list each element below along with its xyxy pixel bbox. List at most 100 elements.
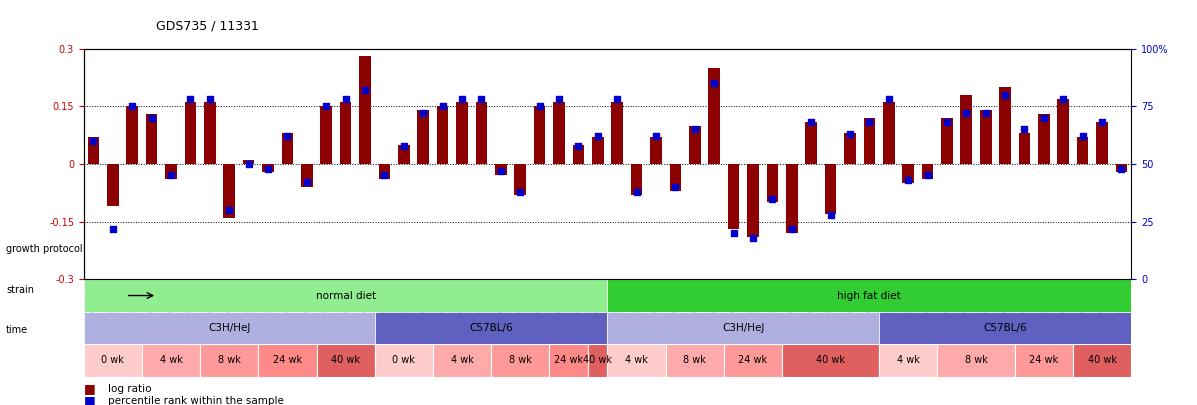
Point [859,119,879,126]
Bar [593,137,603,164]
FancyBboxPatch shape [666,344,724,377]
Point [84,138,103,144]
Bar [359,56,371,164]
Point [491,168,510,174]
Bar [534,106,546,164]
Point [530,103,549,109]
Bar [300,164,312,187]
FancyBboxPatch shape [316,344,375,377]
Bar [496,164,506,175]
Text: 40 wk: 40 wk [583,356,613,365]
Text: strain: strain [6,285,34,294]
Bar [127,106,138,164]
Text: 4 wk: 4 wk [897,356,919,365]
FancyBboxPatch shape [84,312,375,344]
Bar [553,102,565,164]
Text: 24 wk: 24 wk [739,356,767,365]
Text: GDS735 / 11331: GDS735 / 11331 [156,19,259,32]
Text: 8 wk: 8 wk [965,356,988,365]
Point [278,133,297,139]
FancyBboxPatch shape [1073,344,1131,377]
Text: normal diet: normal diet [316,290,376,301]
Point [743,234,762,241]
Bar [689,126,700,164]
FancyBboxPatch shape [937,344,1015,377]
Text: time: time [6,325,28,335]
Point [200,96,219,102]
FancyBboxPatch shape [84,279,607,312]
Text: 8 wk: 8 wk [683,356,706,365]
Text: 40 wk: 40 wk [1088,356,1117,365]
FancyBboxPatch shape [607,312,879,344]
Bar [980,110,991,164]
Point [879,96,898,102]
Text: 40 wk: 40 wk [816,356,845,365]
Point [394,142,413,149]
Point [259,165,278,172]
FancyBboxPatch shape [84,344,142,377]
Bar [243,160,255,164]
Point [142,115,162,121]
Point [1053,96,1073,102]
Point [549,96,569,102]
Bar [786,164,797,233]
FancyBboxPatch shape [375,344,433,377]
Bar [941,118,953,164]
Bar [107,164,119,206]
Point [976,110,995,117]
Bar [1116,164,1128,172]
Bar [165,164,177,179]
Bar [825,164,837,214]
Bar [709,68,719,164]
Point [724,230,743,237]
Bar [1038,114,1050,164]
Text: 8 wk: 8 wk [509,356,531,365]
Bar [922,164,934,179]
Bar [475,102,487,164]
FancyBboxPatch shape [433,344,491,377]
Point [1015,126,1034,132]
Point [297,179,316,185]
Point [452,96,472,102]
Text: C57BL/6: C57BL/6 [469,323,514,333]
FancyBboxPatch shape [879,344,937,377]
Bar [766,164,778,202]
Bar [631,164,643,195]
FancyBboxPatch shape [588,344,607,377]
Bar [281,133,293,164]
Text: 24 wk: 24 wk [554,356,583,365]
Text: log ratio: log ratio [108,384,151,394]
Text: ■: ■ [84,394,96,405]
Bar [146,114,158,164]
FancyBboxPatch shape [491,344,549,377]
Bar [1077,137,1088,164]
FancyBboxPatch shape [375,312,607,344]
FancyBboxPatch shape [549,344,588,377]
Point [1034,115,1053,121]
FancyBboxPatch shape [607,279,1131,312]
Bar [883,102,894,164]
Bar [224,164,235,218]
Bar [1096,122,1108,164]
Bar [728,164,740,229]
Text: 4 wk: 4 wk [159,356,182,365]
Point [705,80,724,86]
FancyBboxPatch shape [1015,344,1073,377]
FancyBboxPatch shape [607,344,666,377]
Point [608,96,627,102]
Bar [903,164,915,183]
Bar [650,137,662,164]
Text: C3H/HeJ: C3H/HeJ [208,323,250,333]
Point [588,133,607,139]
Point [782,225,801,232]
Point [899,177,918,183]
Point [220,207,239,213]
Text: 40 wk: 40 wk [332,356,360,365]
Point [375,172,394,179]
Point [472,96,491,102]
Text: high fat diet: high fat diet [838,290,901,301]
Text: percentile rank within the sample: percentile rank within the sample [108,396,284,405]
Bar [340,102,352,164]
Bar [203,102,215,164]
Text: C3H/HeJ: C3H/HeJ [722,323,765,333]
